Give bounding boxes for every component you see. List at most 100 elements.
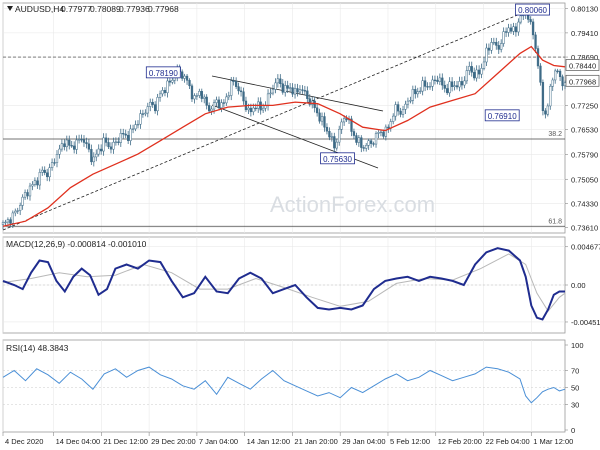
price-tick-label: 0.80130 bbox=[571, 5, 598, 14]
candle-body bbox=[291, 87, 294, 95]
candle-body bbox=[122, 133, 125, 135]
candle-body bbox=[563, 82, 567, 87]
candle-body bbox=[279, 78, 282, 84]
candle-body bbox=[50, 162, 54, 168]
candle-body bbox=[473, 72, 476, 79]
fib-label: 61.8 bbox=[548, 218, 562, 225]
candle-body bbox=[487, 47, 491, 51]
candle-body bbox=[519, 15, 522, 23]
candle-body bbox=[477, 69, 481, 75]
candle-body bbox=[271, 89, 275, 94]
current-price-label-box bbox=[565, 74, 600, 87]
time-tick-label: 12 Feb 20:00 bbox=[438, 437, 482, 446]
candle-body bbox=[281, 83, 284, 93]
candle-body bbox=[360, 137, 363, 148]
candle-body bbox=[129, 128, 132, 141]
price-tick-label: 0.73610 bbox=[571, 224, 598, 233]
candle-body bbox=[203, 96, 206, 99]
candle-body bbox=[342, 118, 346, 123]
candle-body bbox=[379, 131, 383, 134]
annotation-box bbox=[515, 3, 550, 16]
macd-axis: 0.004677 0.00 -0.004519 bbox=[565, 243, 600, 327]
candle-body bbox=[190, 85, 194, 100]
candle-body bbox=[193, 95, 196, 100]
macd-line bbox=[2, 247, 565, 321]
fib-lines: 38.2 61.8 bbox=[3, 131, 565, 227]
candle-body bbox=[480, 68, 483, 75]
candle-body bbox=[247, 107, 250, 111]
candle-body bbox=[372, 143, 375, 145]
candle-body bbox=[198, 91, 201, 96]
annotation-label: 0.80060 bbox=[518, 6, 547, 15]
candle-body bbox=[458, 81, 461, 88]
candle-body bbox=[234, 80, 238, 87]
candle-body bbox=[534, 34, 537, 49]
candle-body bbox=[399, 110, 402, 115]
price-tick-label: 0.75050 bbox=[571, 175, 598, 184]
candle-body bbox=[345, 118, 348, 121]
price-tick-label: 0.76530 bbox=[571, 126, 598, 135]
candle-body bbox=[421, 80, 424, 92]
candle-body bbox=[266, 93, 270, 107]
candle-body bbox=[406, 100, 410, 105]
candle-body bbox=[207, 105, 211, 112]
candle-body bbox=[355, 135, 358, 143]
candle-body bbox=[53, 162, 56, 164]
candle-body bbox=[139, 113, 142, 125]
candle-body bbox=[63, 143, 66, 148]
candle-body bbox=[102, 137, 105, 152]
candle-body bbox=[551, 79, 554, 87]
candle-body bbox=[154, 104, 157, 112]
candle-body bbox=[377, 132, 380, 134]
candle-body bbox=[433, 79, 437, 81]
ma-value-label: 0.78440 bbox=[569, 61, 596, 70]
annotation-box bbox=[145, 66, 181, 79]
candle-body bbox=[183, 75, 186, 79]
candle-body bbox=[146, 106, 149, 114]
candle-body bbox=[97, 148, 100, 155]
candle-body bbox=[387, 126, 390, 129]
candle-body bbox=[554, 70, 557, 81]
candle-body bbox=[100, 148, 103, 152]
candle-body bbox=[514, 26, 518, 33]
candle-body bbox=[512, 26, 515, 32]
macd-signal-line bbox=[2, 253, 566, 313]
candle-body bbox=[313, 100, 316, 109]
candle-body bbox=[303, 90, 307, 92]
candle-body bbox=[222, 102, 226, 104]
candle-body bbox=[188, 80, 191, 87]
candle-body bbox=[149, 101, 152, 107]
candle-body bbox=[261, 107, 265, 111]
candle-body bbox=[249, 107, 253, 113]
candle-body bbox=[529, 19, 532, 23]
candle-body bbox=[117, 141, 120, 143]
candle-body bbox=[293, 88, 297, 95]
candle-body bbox=[16, 210, 19, 212]
candle-body bbox=[171, 79, 174, 83]
candle-body bbox=[92, 156, 95, 163]
macd-grid bbox=[2, 237, 565, 333]
annotation-label: 0.76910 bbox=[488, 112, 517, 121]
candle-body bbox=[438, 77, 441, 82]
candle-body bbox=[70, 145, 73, 147]
candle-body bbox=[230, 80, 233, 96]
candle-body bbox=[428, 86, 432, 88]
candle-body bbox=[436, 79, 439, 82]
candle-body bbox=[109, 146, 113, 150]
candle-body bbox=[85, 142, 88, 145]
candle-body bbox=[335, 141, 338, 149]
candle-body bbox=[495, 41, 498, 46]
watermark: ActionForex.com bbox=[270, 192, 435, 217]
candle-body bbox=[48, 167, 51, 178]
rsi-tick-label: 50 bbox=[571, 384, 579, 393]
candle-body bbox=[561, 76, 564, 87]
ma-value-label-box bbox=[565, 59, 600, 71]
candle-body bbox=[509, 27, 513, 32]
candle-body bbox=[485, 47, 488, 63]
candle-body bbox=[90, 149, 93, 163]
rsi-title: RSI(14) 48.3843 bbox=[6, 343, 69, 353]
candle-body bbox=[325, 126, 329, 132]
candle-body bbox=[441, 77, 444, 86]
price-axis: 0.80130 0.79410 0.78690 0.77250 0.76530 0.757… bbox=[565, 5, 600, 233]
candle-body bbox=[21, 196, 24, 206]
